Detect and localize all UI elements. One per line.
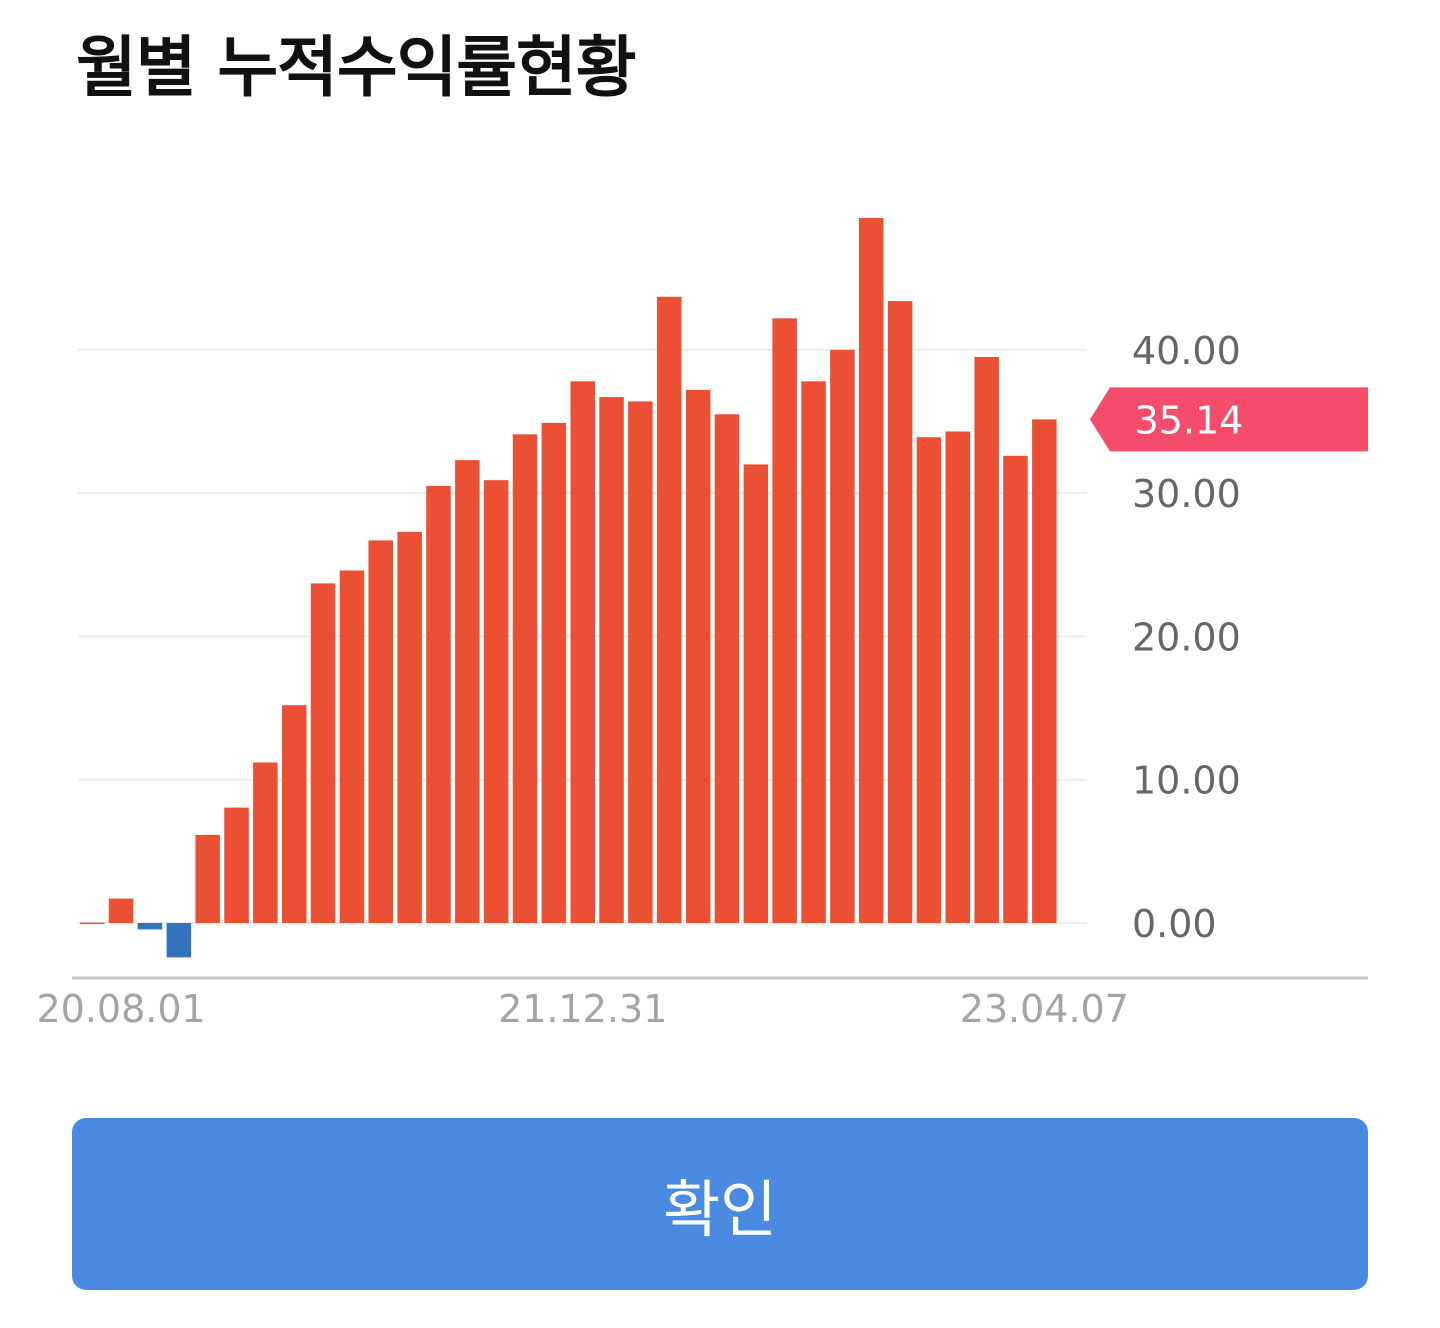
- bar-positive: [772, 318, 797, 923]
- bar-positive: [541, 422, 567, 923]
- bar-positive: [657, 296, 682, 923]
- bar-positive: [368, 540, 393, 923]
- bar-positive: [195, 834, 220, 923]
- bar-negative: [166, 923, 192, 958]
- current-value-marker: [1090, 387, 1368, 452]
- bar-positive: [1032, 419, 1057, 923]
- bar-positive: [599, 397, 624, 924]
- y-tick-label: 30.00: [1132, 472, 1241, 516]
- page-title: 월별 누적수익률현황: [76, 29, 636, 106]
- bar-positive: [426, 485, 451, 923]
- bar-positive: [455, 460, 480, 923]
- bar-positive: [916, 437, 942, 923]
- bar-positive: [253, 762, 278, 923]
- bar-positive: [1003, 455, 1028, 923]
- bar-negative: [137, 923, 163, 930]
- confirm-button[interactable]: 확인: [72, 1118, 1368, 1290]
- current-value-label: 35.14: [1135, 398, 1244, 442]
- cumulative-return-chart: 0.00 10.00 20.00 30.00 40.00 20.08.01 21.12.31…: [36, 218, 1368, 1031]
- bar-positive: [801, 381, 826, 923]
- bar-positive: [685, 389, 711, 923]
- bar-positive: [570, 381, 595, 923]
- bar-positive: [224, 807, 249, 923]
- bar-positive: [512, 434, 538, 923]
- bar-positive: [397, 531, 422, 923]
- bar-positive: [628, 401, 653, 923]
- y-tick-label: 10.00: [1132, 759, 1241, 803]
- x-tick-label: 23.04.07: [960, 987, 1129, 1031]
- bar-positive: [887, 301, 913, 924]
- y-tick-label: 20.00: [1132, 615, 1241, 659]
- y-tick-label: 0.00: [1132, 902, 1217, 946]
- bar-positive: [859, 218, 884, 923]
- bar-positive: [483, 480, 509, 923]
- bar-positive: [974, 357, 999, 923]
- bar-positive: [339, 570, 365, 923]
- bar-positive: [945, 431, 970, 923]
- bar-positive: [282, 705, 307, 923]
- bar-positive: [310, 583, 336, 923]
- bar-positive: [743, 464, 769, 923]
- bar-positive: [80, 922, 105, 925]
- bar-positive: [714, 414, 740, 923]
- x-tick-label: 20.08.01: [36, 987, 205, 1031]
- x-tick-label: 21.12.31: [498, 987, 667, 1031]
- bar-positive: [108, 898, 134, 923]
- y-tick-label: 40.00: [1132, 329, 1241, 373]
- bar-positive: [830, 349, 855, 923]
